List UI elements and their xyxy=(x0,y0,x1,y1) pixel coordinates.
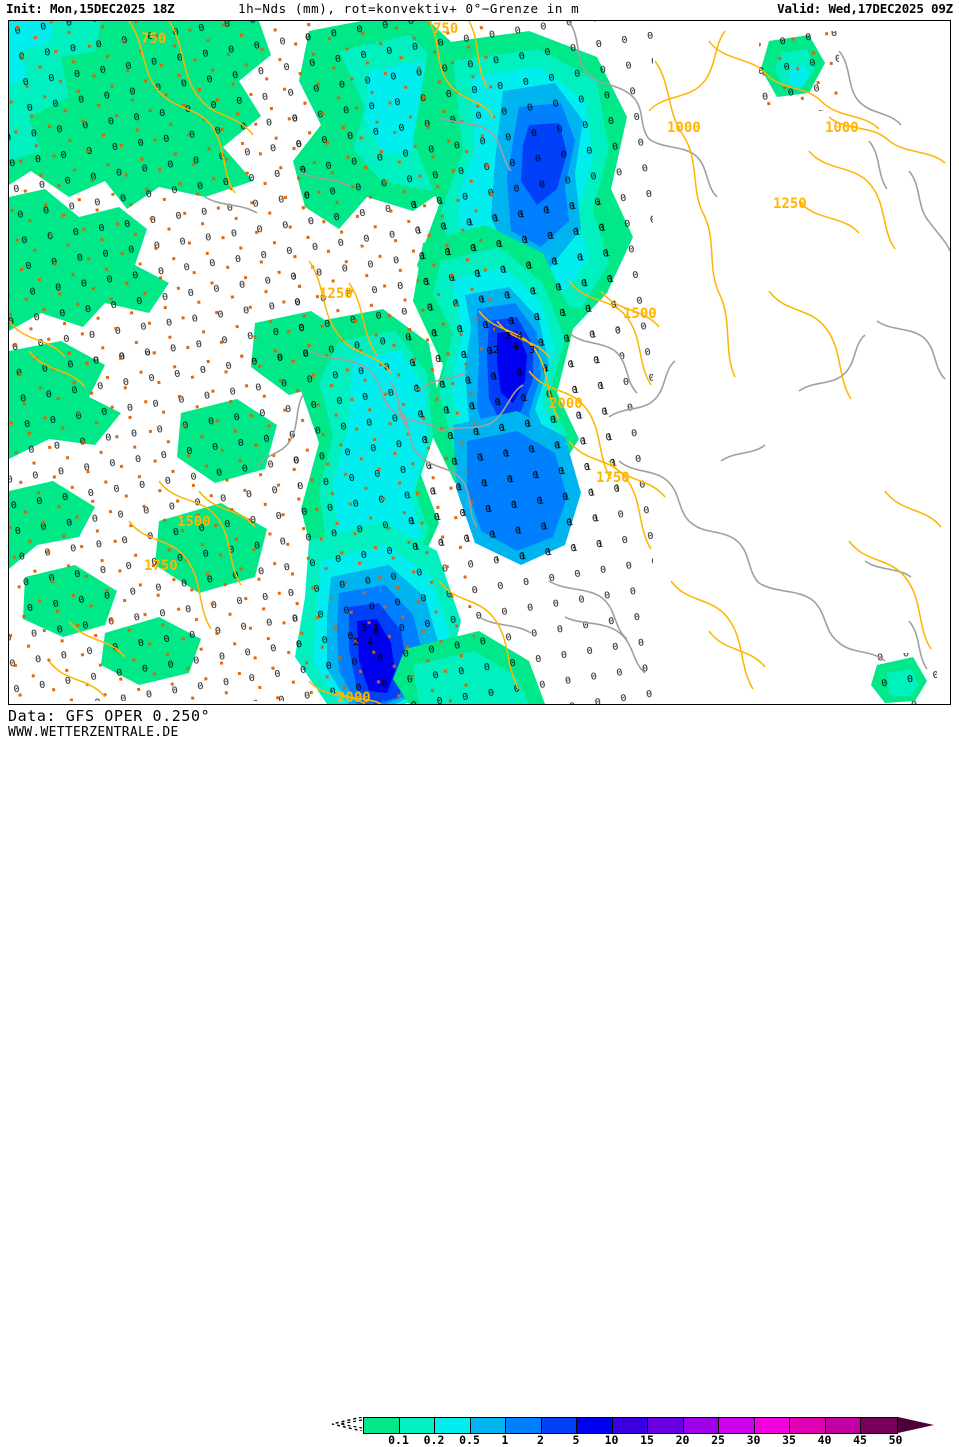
colorbar-swatch xyxy=(790,1418,826,1433)
svg-text:3: 3 xyxy=(529,345,535,356)
contour-label: 1750 xyxy=(144,558,178,574)
colorbar-swatch xyxy=(470,1418,506,1433)
colorbar-tick-label: 50 xyxy=(888,1433,903,1447)
colorbar-swatch xyxy=(577,1418,613,1433)
svg-text:3: 3 xyxy=(361,623,367,634)
colorbar-strip[interactable] xyxy=(363,1417,898,1434)
colorbar-swatch xyxy=(435,1418,471,1433)
contour-labels: 750 750 1000 1000 1250 1250 1500 1500 17… xyxy=(141,21,859,704)
freezing-level-contours xyxy=(9,21,946,704)
colorbar-tick-label: 0.2 xyxy=(423,1433,445,1447)
svg-text:2: 2 xyxy=(493,345,499,356)
map-header: Init: Mon,15DEC2025 18Z 1h−Nds (mm), rot… xyxy=(0,0,959,19)
contour-label: 2000 xyxy=(337,690,371,704)
map-footer: Data: GFS OPER 0.250° WWW.WETTERZENTRALE… xyxy=(0,706,959,1447)
precipitation-colorbar[interactable]: 0.1 0.2 0.5 1 2 5 10 15 20 25 30 35 40 45 50 xyxy=(332,1413,954,1447)
svg-text:3: 3 xyxy=(505,331,511,342)
colorbar-tick-label: 25 xyxy=(711,1433,725,1447)
colorbar-tick-label: 2 xyxy=(537,1433,544,1447)
contour-label: 1250 xyxy=(319,286,353,302)
colorbar-tick-label: 35 xyxy=(782,1433,796,1447)
valid-time-label: Valid: Wed,17DEC2025 09Z xyxy=(777,1,953,16)
data-source-label: Data: GFS OPER 0.250° xyxy=(8,707,211,725)
contour-label: 1250 xyxy=(773,196,807,212)
colorbar-tick-label: 45 xyxy=(853,1433,867,1447)
colorbar-swatch xyxy=(754,1418,790,1433)
colorbar-swatch xyxy=(399,1418,435,1433)
page-title: 1h−Nds (mm), rot=konvektiv+ 0°−Grenze in… xyxy=(238,1,580,16)
contour-label: 1750 xyxy=(596,470,630,486)
svg-text:3: 3 xyxy=(373,623,379,634)
colorbar-tick-label: 5 xyxy=(572,1433,580,1447)
colorbar-swatch xyxy=(648,1418,684,1433)
map-canvas[interactable]: 0 1 xyxy=(8,20,951,705)
contour-label: 750 xyxy=(141,31,166,47)
contour-label: 1000 xyxy=(825,120,859,136)
colorbar-swatch xyxy=(541,1418,577,1433)
below-threshold-wedge xyxy=(332,1417,362,1431)
colorbar-tick-label: 0.1 xyxy=(388,1433,409,1447)
colorbar-swatch xyxy=(825,1418,861,1433)
colorbar-overflow-tip xyxy=(897,1417,934,1433)
convective-markers xyxy=(9,21,839,704)
colorbar-tick-label: 30 xyxy=(746,1433,761,1447)
colorbar-swatch xyxy=(364,1418,400,1433)
contour-label: 750 xyxy=(433,21,458,37)
contour-label: 1500 xyxy=(177,514,211,530)
svg-text:4: 4 xyxy=(517,331,523,342)
init-time-label: Init: Mon,15DEC2025 18Z xyxy=(6,1,175,16)
colorbar-swatch xyxy=(861,1418,897,1433)
website-label: WWW.WETTERZENTRALE.DE xyxy=(8,725,179,740)
contour-label: 1500 xyxy=(623,306,657,322)
colorbar-swatch xyxy=(506,1418,542,1433)
colorbar-tick-labels: 0.1 0.2 0.5 1 2 5 10 15 20 25 30 35 40 45 50 xyxy=(363,1433,931,1447)
colorbar-tick-label: 10 xyxy=(604,1433,619,1447)
contour-label: 1000 xyxy=(667,120,701,136)
colorbar-tick-label: 0.5 xyxy=(459,1433,480,1447)
coastlines xyxy=(204,21,950,674)
svg-text:4: 4 xyxy=(367,637,373,648)
colorbar-tick-label: 1 xyxy=(501,1433,509,1447)
colorbar-tick-label: 15 xyxy=(640,1433,654,1447)
svg-text:2: 2 xyxy=(353,637,359,648)
map-layers: 0 1 xyxy=(9,21,950,704)
colorbar-swatch xyxy=(683,1418,719,1433)
colorbar-swatch xyxy=(612,1418,648,1433)
colorbar-tick-label: 20 xyxy=(675,1433,690,1447)
colorbar-tick-label: 40 xyxy=(817,1433,832,1447)
colorbar-swatch xyxy=(719,1418,755,1433)
contour-label: 2000 xyxy=(549,396,583,412)
